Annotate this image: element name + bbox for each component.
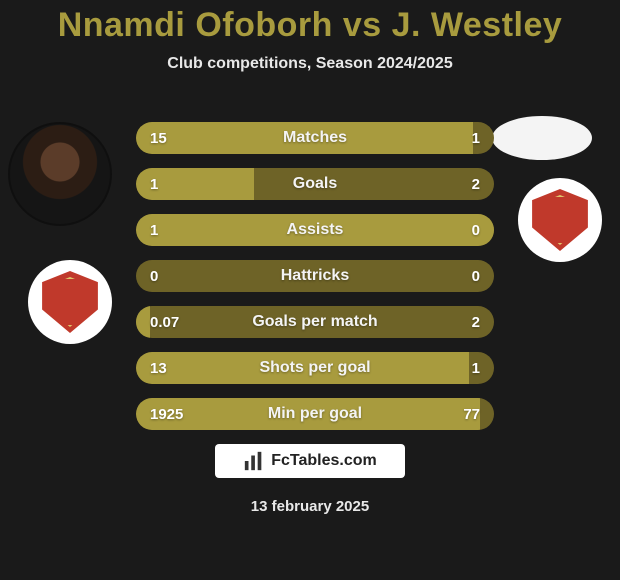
stat-value-right: 2 — [472, 168, 480, 200]
stat-label: Min per goal — [268, 405, 362, 423]
club-crest-right — [518, 178, 602, 262]
season-subtitle: Club competitions, Season 2024/2025 — [0, 55, 620, 73]
stats-table: 15 Matches 1 1 Goals 2 1 Assists 0 0 Hat… — [136, 122, 494, 430]
comparison-title: Nnamdi Ofoborh vs J. Westley — [0, 0, 620, 45]
stat-row: 0 Hattricks 0 — [136, 260, 494, 292]
stat-fill — [136, 306, 150, 338]
stat-value-left: 13 — [150, 352, 167, 384]
stat-label: Hattricks — [281, 267, 349, 285]
stat-row: 0.07 Goals per match 2 — [136, 306, 494, 338]
stat-value-left: 1925 — [150, 398, 183, 430]
stat-value-left: 0 — [150, 260, 158, 292]
player-right-photo — [492, 116, 592, 160]
stat-value-right: 0 — [472, 214, 480, 246]
stat-value-left: 0.07 — [150, 306, 179, 338]
stat-value-right: 77 — [463, 398, 480, 430]
stat-row: 13 Shots per goal 1 — [136, 352, 494, 384]
club-crest-left — [28, 260, 112, 344]
stat-value-right: 1 — [472, 352, 480, 384]
stat-value-left: 1 — [150, 168, 158, 200]
stat-label: Goals — [293, 175, 337, 193]
stat-value-left: 15 — [150, 122, 167, 154]
stat-row: 15 Matches 1 — [136, 122, 494, 154]
stat-value-right: 0 — [472, 260, 480, 292]
snapshot-date: 13 february 2025 — [0, 498, 620, 515]
stat-value-right: 2 — [472, 306, 480, 338]
stat-row: 1 Goals 2 — [136, 168, 494, 200]
bar-chart-icon — [243, 450, 265, 472]
stat-label: Assists — [287, 221, 344, 239]
stat-row: 1 Assists 0 — [136, 214, 494, 246]
shield-icon — [529, 189, 591, 251]
stat-label: Matches — [283, 129, 347, 147]
stat-value-left: 1 — [150, 214, 158, 246]
stat-label: Goals per match — [252, 313, 377, 331]
stat-label: Shots per goal — [259, 359, 370, 377]
stat-value-right: 1 — [472, 122, 480, 154]
player-left-photo — [8, 122, 112, 226]
fctables-label: FcTables.com — [271, 452, 377, 470]
shield-icon — [39, 271, 101, 333]
stat-row: 1925 Min per goal 77 — [136, 398, 494, 430]
fctables-badge: FcTables.com — [215, 444, 405, 478]
